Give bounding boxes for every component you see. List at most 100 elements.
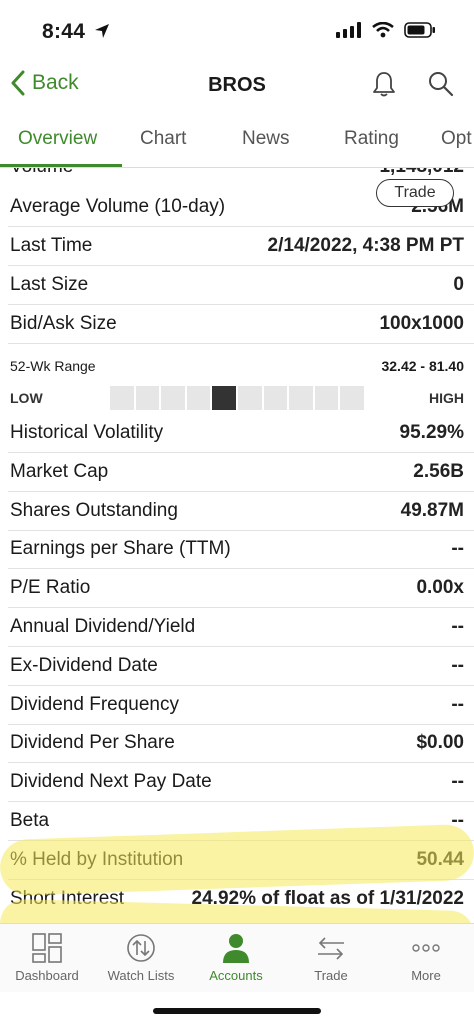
detail-row-short-interest: Short Interest 24.92% of float as of 1/31…: [0, 880, 474, 919]
detail-value: 0: [453, 274, 464, 295]
range-segment: [289, 386, 313, 410]
detail-value: 0.00x: [416, 577, 464, 599]
row-divider: [8, 568, 474, 570]
detail-value: $0.00: [416, 732, 464, 754]
detail-row-historical-volatility: Historical Volatility 95.29%: [0, 414, 474, 453]
detail-value: 1,148,012: [379, 168, 464, 178]
detail-value: 100x1000: [379, 313, 464, 334]
range-segment: [263, 386, 288, 410]
row-divider: [8, 452, 474, 453]
range-segment: [340, 386, 364, 410]
detail-value: --: [451, 654, 464, 676]
row-divider: [8, 723, 474, 725]
tab-options[interactable]: Opt: [441, 128, 472, 149]
detail-row-market-cap: Market Cap 2.56B: [0, 453, 474, 492]
home-indicator: [153, 1008, 321, 1014]
tab-chart[interactable]: Chart: [140, 128, 187, 149]
row-divider: [8, 529, 474, 531]
52-week-range: 52-Wk Range 32.42 - 81.40 LOW HIGH: [0, 348, 474, 414]
detail-label: Earnings per Share (TTM): [10, 538, 231, 560]
detail-label: Last Size: [10, 274, 89, 295]
cellular-signal-icon: [336, 22, 361, 38]
detail-row-ex-dividend-date: Ex-Dividend Date --: [0, 647, 474, 686]
detail-row-dividend-per-share: Dividend Per Share $0.00: [0, 724, 474, 764]
detail-label: Dividend Per Share: [10, 732, 175, 754]
detail-row-annual-dividend-yield: Annual Dividend/Yield --: [0, 608, 474, 647]
tab-overview[interactable]: Overview: [18, 128, 98, 149]
range-segment: [161, 386, 185, 410]
detail-label: Average Volume (10-day): [10, 196, 226, 217]
back-button[interactable]: Back: [10, 70, 79, 96]
detail-label: Bid/Ask Size: [10, 313, 117, 334]
detail-value: --: [451, 810, 464, 831]
tab-news[interactable]: News: [242, 128, 290, 149]
tab-bar: Overview Chart News Rating Opt: [0, 110, 474, 168]
detail-row-dividend-frequency: Dividend Frequency --: [0, 686, 474, 725]
row-divider: [8, 343, 474, 344]
row-divider: [8, 762, 474, 764]
watchlist-icon: [127, 934, 155, 962]
wifi-icon: [372, 22, 394, 38]
detail-value: 95.29%: [399, 422, 464, 443]
bottom-nav-label: More: [411, 968, 441, 983]
detail-row-last-time: Last Time 2/14/2022, 4:38 PM PT: [0, 227, 474, 266]
detail-label: Last Time: [10, 235, 93, 256]
detail-label: Historical Volatility: [10, 422, 164, 443]
bottom-nav-watch-lists[interactable]: Watch Lists: [94, 924, 188, 992]
row-divider: [8, 646, 474, 647]
detail-value: 49.87M: [400, 499, 464, 521]
row-divider: [8, 490, 474, 492]
bottom-nav-trade[interactable]: Trade: [284, 924, 378, 992]
tab-rating[interactable]: Rating: [344, 128, 399, 149]
detail-value: 2.56B: [413, 460, 464, 482]
detail-label: Beta: [10, 810, 50, 831]
bottom-nav-accounts[interactable]: Accounts: [189, 924, 283, 992]
detail-label: Market Cap: [10, 460, 109, 482]
bell-icon[interactable]: [372, 70, 396, 98]
row-divider: [8, 684, 474, 686]
accounts-icon: [223, 934, 249, 963]
row-divider: [8, 304, 474, 305]
detail-row-shares-outstanding: Shares Outstanding 49.87M: [0, 492, 474, 531]
detail-row-last-size: Last Size 0: [0, 266, 474, 305]
range-label: 52-Wk Range: [10, 358, 96, 374]
row-divider: [8, 801, 474, 803]
battery-icon: [404, 22, 435, 38]
bottom-nav-dashboard[interactable]: Dashboard: [0, 924, 94, 992]
detail-label: Short Interest: [10, 887, 125, 909]
location-arrow-icon: [95, 24, 109, 38]
detail-value: --: [451, 693, 464, 715]
chevron-left-icon: [11, 70, 25, 96]
trade-arrows-icon: [318, 937, 344, 960]
quote-details: Volume 1,148,012 Average Volume (10-day)…: [0, 168, 474, 923]
detail-row-p-e-ratio: P/E Ratio 0.00x: [0, 569, 474, 609]
detail-value: 24.92% of float as of 1/31/2022: [191, 887, 464, 909]
detail-label: Dividend Frequency: [10, 693, 179, 715]
range-segment: [110, 386, 134, 410]
detail-value: --: [451, 616, 464, 637]
range-segment: [135, 386, 160, 410]
trade-button[interactable]: Trade: [376, 179, 454, 207]
range-segment: [186, 386, 211, 410]
detail-row-held-by-institution: % Held by Institution 50.44: [0, 841, 474, 880]
detail-row-bid-ask-size: Bid/Ask Size 100x1000: [0, 305, 474, 344]
bottom-nav-more[interactable]: More: [379, 924, 473, 992]
detail-value: --: [451, 771, 464, 793]
detail-row-dividend-next-pay-date: Dividend Next Pay Date --: [0, 763, 474, 803]
detail-label: % Held by Institution: [10, 848, 184, 870]
detail-row-volume: Volume 1,148,012: [0, 168, 474, 188]
detail-row-earnings-per-share-ttm: Earnings per Share (TTM) --: [0, 530, 474, 570]
active-tab-indicator: [0, 164, 122, 167]
back-label: Back: [32, 71, 79, 94]
range-segment: [237, 386, 262, 410]
status-icons: [336, 22, 436, 38]
search-icon[interactable]: [428, 70, 454, 98]
detail-label: Volume: [10, 168, 73, 178]
detail-value: --: [451, 538, 464, 560]
bottom-nav-label: Dashboard: [15, 968, 79, 983]
dashboard-icon: [32, 933, 62, 963]
range-low-label: LOW: [10, 390, 43, 406]
detail-label: Ex-Dividend Date: [10, 654, 158, 676]
detail-label: Shares Outstanding: [10, 499, 178, 521]
range-segment: [314, 386, 339, 410]
